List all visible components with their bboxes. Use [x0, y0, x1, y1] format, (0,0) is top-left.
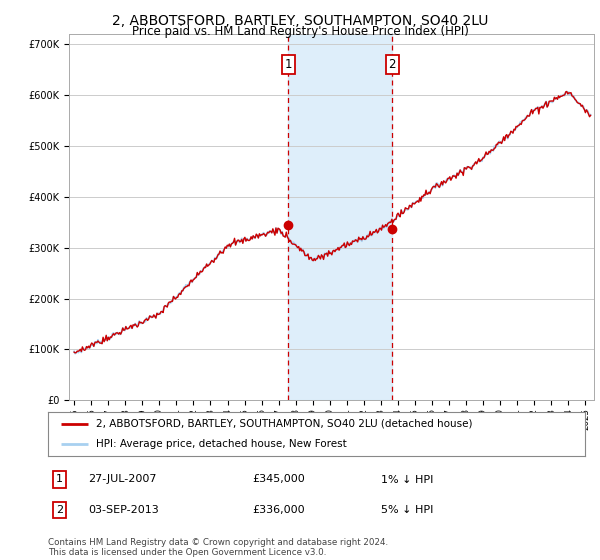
Text: £345,000: £345,000: [252, 474, 305, 484]
Text: 1% ↓ HPI: 1% ↓ HPI: [381, 474, 433, 484]
Text: 27-JUL-2007: 27-JUL-2007: [88, 474, 157, 484]
Text: £336,000: £336,000: [252, 505, 305, 515]
Text: 2, ABBOTSFORD, BARTLEY, SOUTHAMPTON, SO40 2LU: 2, ABBOTSFORD, BARTLEY, SOUTHAMPTON, SO4…: [112, 14, 488, 28]
Text: 03-SEP-2013: 03-SEP-2013: [88, 505, 159, 515]
Text: Price paid vs. HM Land Registry's House Price Index (HPI): Price paid vs. HM Land Registry's House …: [131, 25, 469, 38]
Text: Contains HM Land Registry data © Crown copyright and database right 2024.
This d: Contains HM Land Registry data © Crown c…: [48, 538, 388, 557]
Text: HPI: Average price, detached house, New Forest: HPI: Average price, detached house, New …: [97, 439, 347, 449]
Text: 2: 2: [56, 505, 64, 515]
Text: 2, ABBOTSFORD, BARTLEY, SOUTHAMPTON, SO40 2LU (detached house): 2, ABBOTSFORD, BARTLEY, SOUTHAMPTON, SO4…: [97, 419, 473, 429]
Text: 2: 2: [389, 58, 396, 71]
Text: 1: 1: [56, 474, 64, 484]
Text: 1: 1: [284, 58, 292, 71]
Text: 5% ↓ HPI: 5% ↓ HPI: [381, 505, 433, 515]
